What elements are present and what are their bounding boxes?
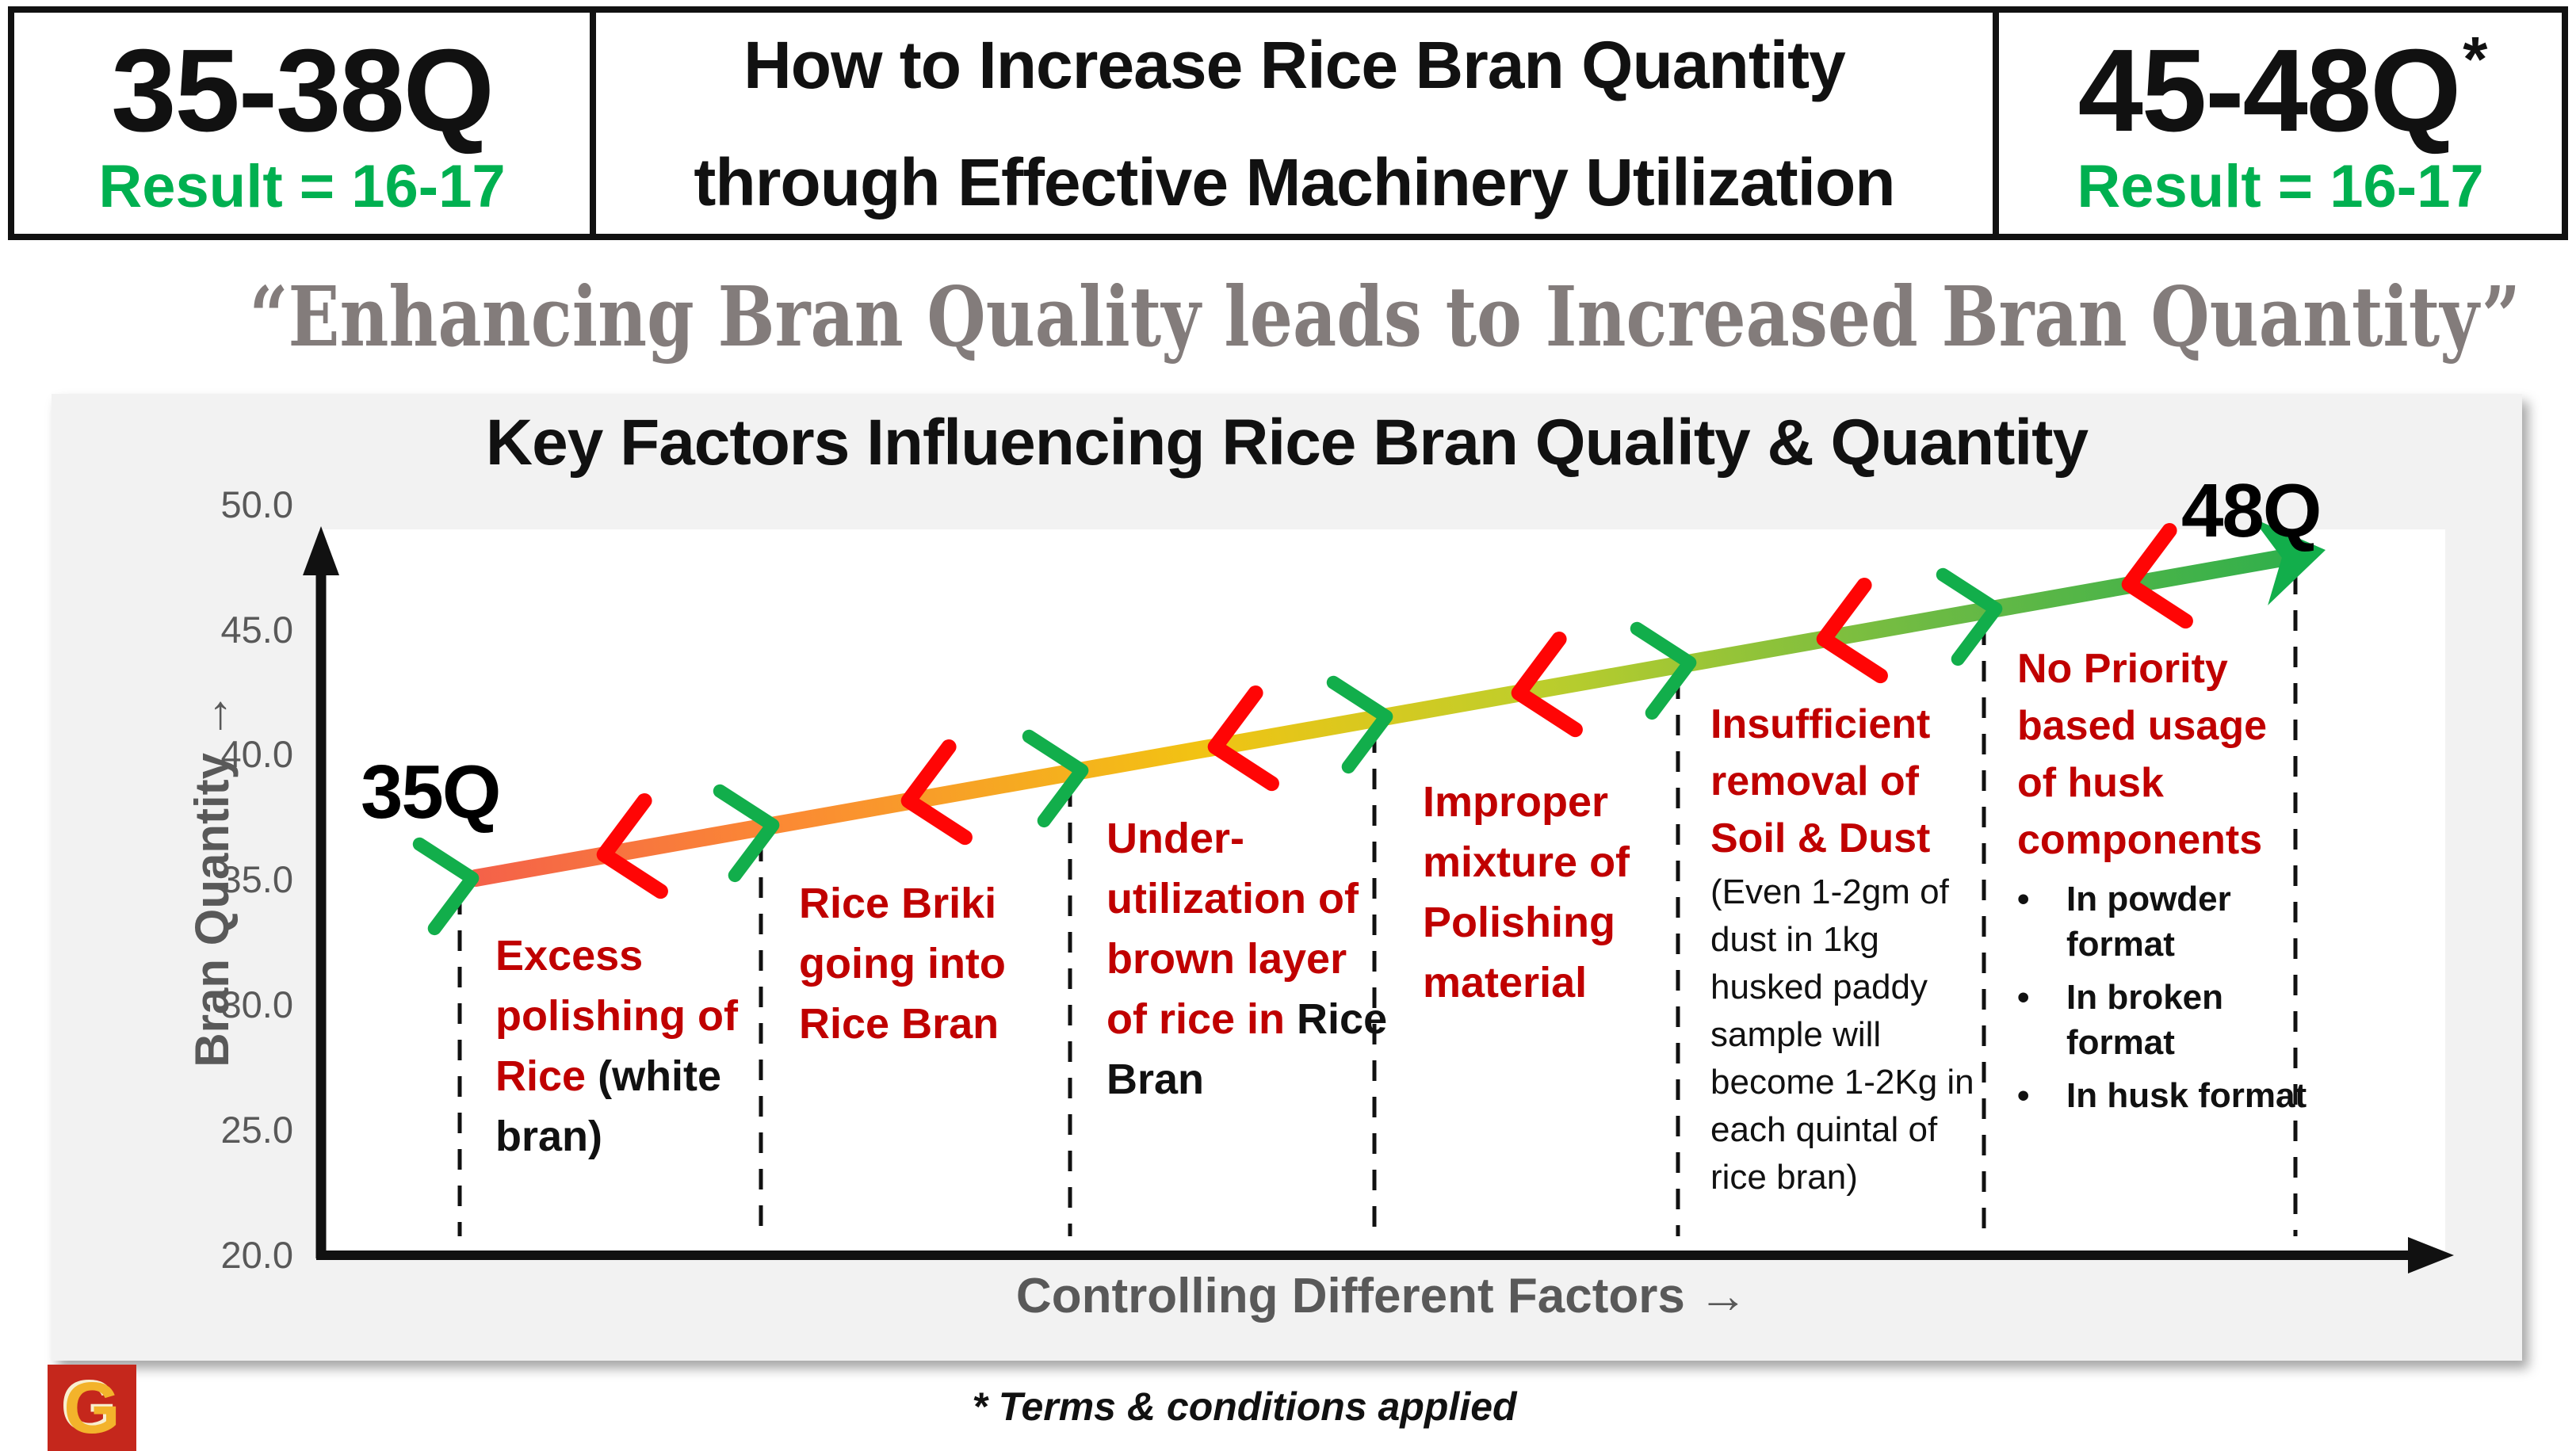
factor-label-4: Improper mixture of Polishing material [1423,772,1696,1013]
bullet-item: • In broken format [2017,975,2309,1065]
bullet-marker: • [2017,1076,2030,1115]
factor-5-red-text: Insufficient removal of Soil & Dust [1710,701,1931,861]
y-tick: 25.0 [221,1109,293,1151]
factor-label-5: Insufficient removal of Soil & Dust (Eve… [1710,696,1989,1201]
green-forward-chevrons [412,567,2003,936]
quote-text: “Enhancing Bran Quality leads to Increas… [249,268,2521,365]
factor-1-red-text: Excess polishing of Rice [495,932,738,1100]
y-tick: 30.0 [221,983,293,1025]
quote-banner: “Enhancing Bran Quality leads to Increas… [0,268,2576,365]
red-backward-chevrons [596,522,2193,899]
x-axis [316,1237,2454,1273]
factor-label-6: No Priority based usage of husk componen… [2017,640,2309,1126]
factor-1-black-text: (white bran) [495,1052,722,1160]
header-left-box: 35-38Q Result = 16-17 [8,6,596,240]
target-result: Result = 16-17 [2077,153,2484,221]
bullet-item: • In powder format [2017,876,2309,967]
factor-label-3: Under-utilization of brown layer of rice… [1106,808,1393,1109]
y-tick: 20.0 [221,1234,293,1276]
y-axis-title: Bran Quantity → [185,692,239,1067]
current-result: Result = 16-17 [98,153,506,221]
y-tick: 40.0 [221,733,293,775]
end-point-label: 48Q [2181,468,2322,553]
y-tick: 50.0 [221,483,293,525]
factor-6-red-text: No Priority based usage of husk componen… [2017,646,2268,863]
factor-5-note: (Even 1-2gm of dust in 1kg husked paddy … [1710,873,1974,1197]
y-tick: 35.0 [221,858,293,900]
plot-area [319,529,2445,1255]
trend-end-arrowhead [2252,517,2326,605]
factor-2-red-text: Rice Briki going into Rice Bran [799,880,1006,1048]
x-axis-title: Controlling Different Factors → [1015,1269,1749,1323]
slide-title-line1: How to Increase Rice Bran Quantity [743,27,1846,102]
start-point-label: 35Q [361,750,501,834]
header-right-box: 45-48Q* Result = 16-17 [1999,6,2568,240]
slide-title-line2: through Effective Machinery Utilization [694,144,1895,220]
header-title-box: How to Increase Rice Bran Quantity throu… [596,6,1999,240]
chart-title: Key Factors Influencing Rice Bran Qualit… [485,407,2089,479]
bullet-text: In husk format [2066,1076,2307,1115]
terms-footnote: * Terms & conditions applied [972,1384,1517,1429]
factor-label-2: Rice Briki going into Rice Bran [799,873,1084,1054]
target-quantity-range: 45-48Q* [2077,24,2488,156]
bullet-item: • In husk format [2017,1073,2309,1118]
bullet-text: In powder format [2066,880,2231,964]
brand-logo: G [48,1365,136,1451]
slide-title: How to Increase Rice Bran Quantity throu… [694,6,1895,241]
factor-3-red-text: Under-utilization of brown layer of rice… [1106,815,1359,1043]
bullet-text: In broken format [2066,978,2224,1062]
factor-droplines [457,574,2298,1236]
asterisk-footnote-marker: * [2463,24,2487,95]
factor-label-1: Excess polishing of Rice (white bran) [495,926,806,1167]
factor-6-bullets: • In powder format • In broken format • … [2017,876,2309,1118]
y-axis [303,526,339,1258]
x-axis-arrowhead [2408,1237,2454,1273]
factor-3-black-text: Rice Bran [1106,995,1388,1103]
y-tick: 45.0 [221,609,293,651]
current-quantity-range: 35-38Q [111,25,495,156]
y-tick-labels: 50.0 45.0 40.0 35.0 30.0 25.0 20.0 [221,483,293,1276]
y-axis-arrowhead [303,526,339,575]
bullet-marker: • [2017,978,2030,1017]
logo-letter: G [63,1367,120,1449]
factor-4-red-text: Improper mixture of Polishing material [1423,778,1630,1006]
bullet-marker: • [2017,880,2030,918]
